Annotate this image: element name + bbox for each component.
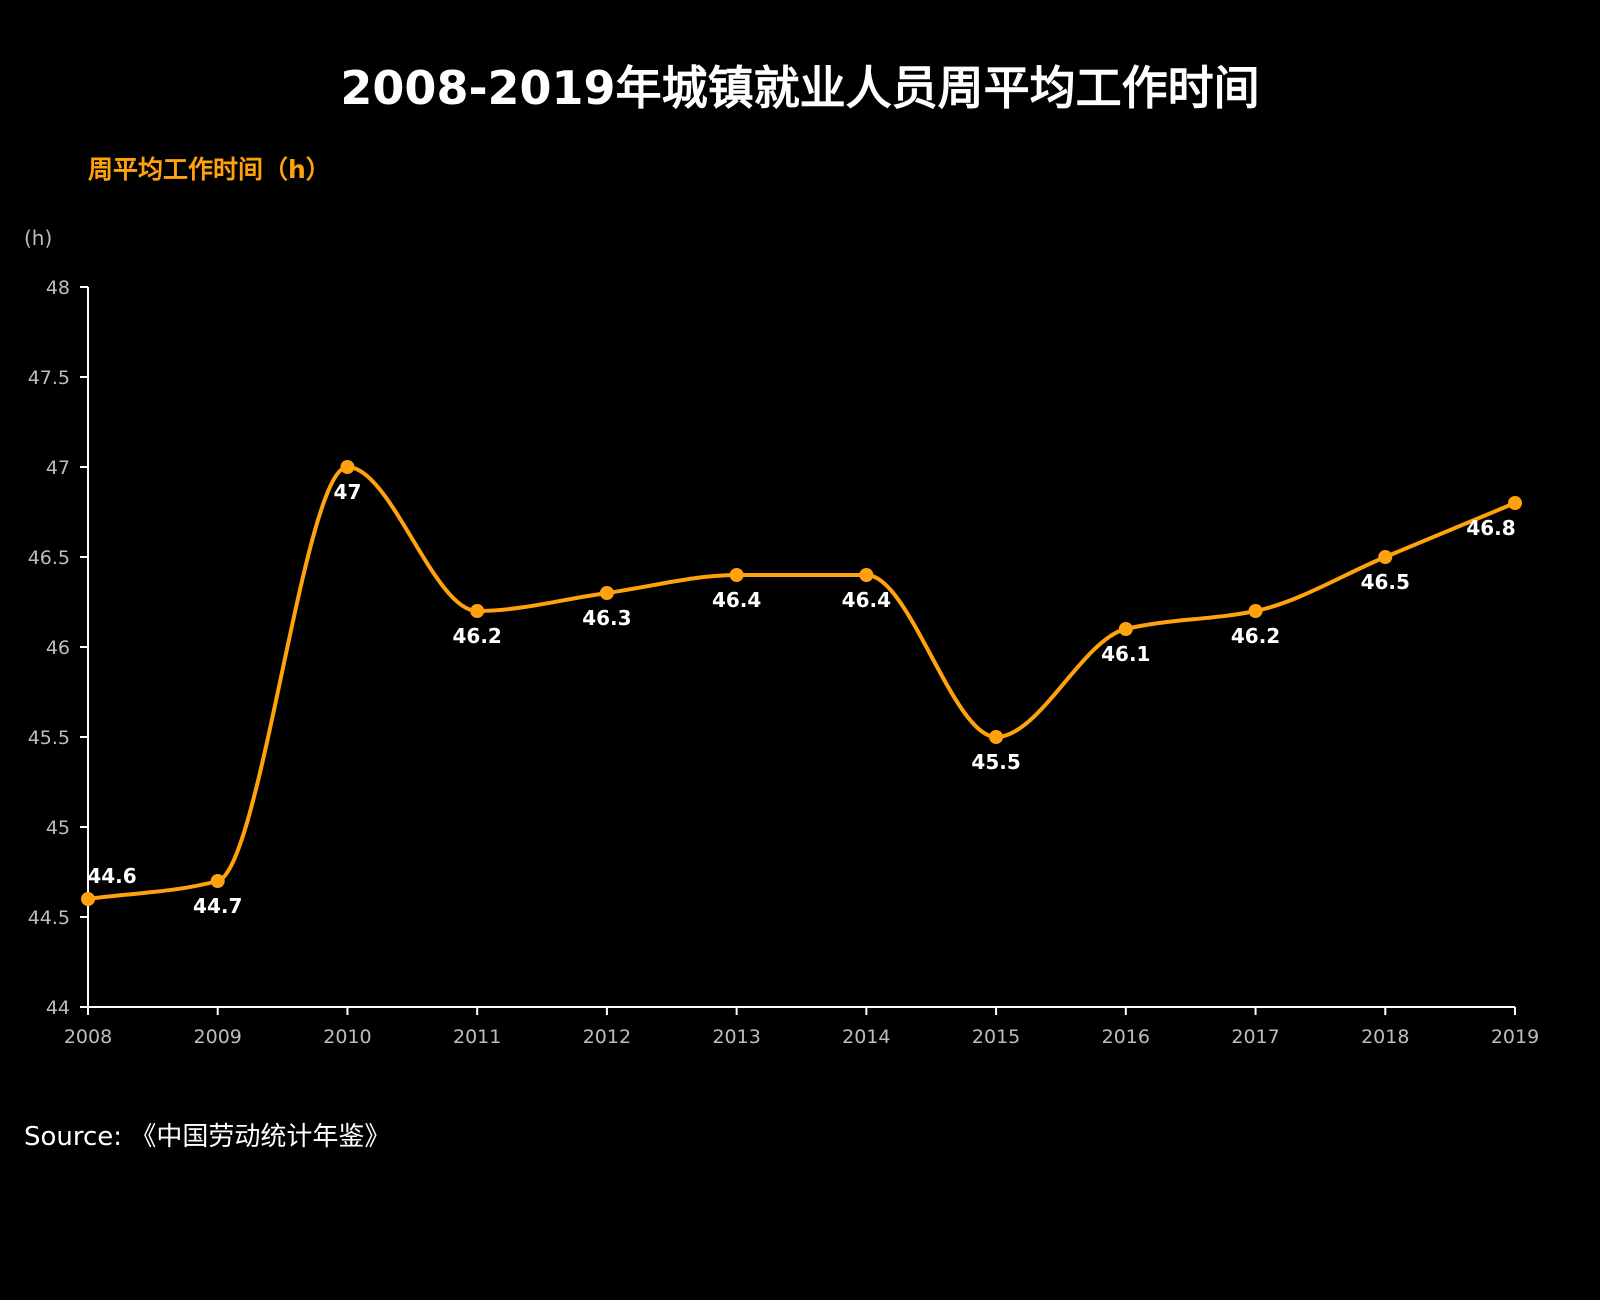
y-tick-label: 44 [46, 997, 70, 1019]
x-tick-label: 2016 [1102, 1026, 1150, 1048]
data-point[interactable] [81, 892, 95, 906]
data-label: 45.5 [971, 750, 1020, 774]
data-point[interactable] [1378, 550, 1393, 564]
y-axis-unit-label: (h) [24, 226, 53, 250]
y-tick-label: 45.5 [28, 727, 70, 749]
data-points [81, 460, 1522, 906]
data-point[interactable] [470, 604, 485, 618]
source-note: Source: 《中国劳动统计年鉴》 [24, 1122, 391, 1152]
x-tick-label: 2013 [712, 1026, 760, 1048]
x-tick-label: 2008 [64, 1026, 112, 1048]
data-label: 44.7 [193, 894, 242, 918]
data-label: 46.8 [1466, 516, 1515, 540]
y-tick-label: 46 [46, 637, 70, 659]
data-labels: 44.6 44.7 47 46.2 46.3 46.4 46.4 45.5 46.1 46.2 46… [87, 480, 1515, 918]
data-point[interactable] [599, 586, 614, 600]
data-point[interactable] [989, 730, 1004, 744]
y-tick-label: 47.5 [28, 367, 70, 389]
x-tick-label: 2009 [194, 1026, 242, 1048]
data-point[interactable] [859, 568, 874, 582]
data-label: 46.2 [453, 624, 502, 648]
x-tick-label: 2014 [842, 1026, 890, 1048]
data-label: 46.3 [582, 606, 631, 630]
x-tick-label: 2018 [1361, 1026, 1409, 1048]
data-label: 46.2 [1231, 624, 1280, 648]
y-tick-label: 48 [46, 277, 70, 299]
data-label: 46.4 [712, 588, 761, 612]
axes: 44 44.5 45 45.5 46 46.5 47 47.5 48 2008 2009 2010 20… [28, 277, 1539, 1048]
data-label: 46.5 [1361, 570, 1410, 594]
data-point[interactable] [1248, 604, 1263, 618]
data-point[interactable] [1508, 496, 1522, 510]
chart-title: 2008-2019年城镇就业人员周平均工作时间 [340, 61, 1260, 115]
data-point[interactable] [210, 874, 225, 888]
y-tick-label: 46.5 [28, 547, 70, 569]
x-tick-label: 2019 [1491, 1026, 1539, 1048]
y-tick-label: 47 [46, 457, 70, 479]
x-tick-label: 2010 [323, 1026, 371, 1048]
series-line-layer [86, 465, 1517, 901]
data-label: 46.1 [1101, 642, 1150, 666]
y-tick-label: 45 [46, 817, 70, 839]
x-tick-label: 2015 [972, 1026, 1020, 1048]
y-tick-label: 44.5 [28, 907, 70, 929]
x-tick-label: 2012 [583, 1026, 631, 1048]
data-point[interactable] [729, 568, 744, 582]
x-tick-label: 2011 [453, 1026, 501, 1048]
data-point[interactable] [1118, 622, 1133, 636]
data-point[interactable] [340, 460, 355, 474]
data-label: 47 [334, 480, 362, 504]
series-line [86, 465, 1517, 901]
data-label: 46.4 [842, 588, 891, 612]
x-tick-label: 2017 [1231, 1026, 1279, 1048]
legend-series-label: 周平均工作时间（h） [88, 155, 331, 184]
data-label: 44.6 [87, 864, 136, 888]
